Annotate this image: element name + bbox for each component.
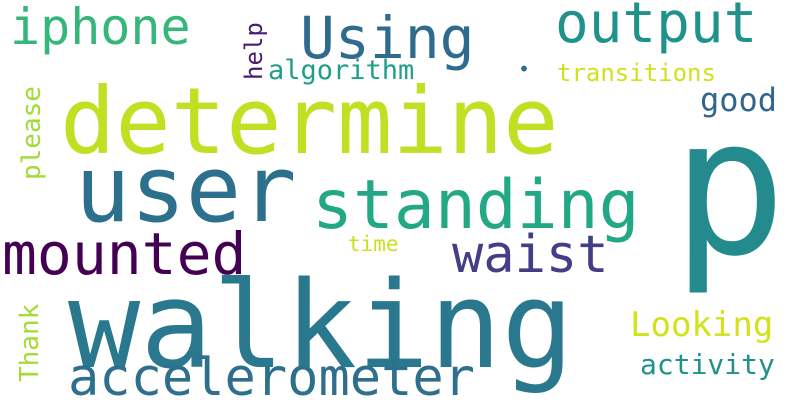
word-looking: Looking bbox=[630, 305, 773, 345]
word-accelerometer: accelerometer bbox=[68, 348, 475, 400]
word-algorithm: algorithm bbox=[268, 55, 414, 86]
word-please: please bbox=[17, 86, 47, 180]
word-thank: Thank bbox=[15, 303, 45, 382]
word-waist: waist bbox=[452, 225, 609, 285]
word-standing: standing bbox=[312, 166, 640, 245]
word-walking: walking bbox=[68, 257, 574, 396]
word-help: help bbox=[240, 22, 268, 80]
word-user: user bbox=[75, 136, 297, 243]
word-iphone: iphone bbox=[10, 0, 191, 56]
word-output: output bbox=[555, 0, 757, 56]
decorative-dot: • bbox=[518, 57, 530, 81]
word-p: p bbox=[672, 77, 786, 298]
word-determine: determine bbox=[60, 68, 559, 175]
word-good: good bbox=[700, 81, 777, 119]
word-time: time bbox=[348, 232, 399, 256]
word-transitions: transitions bbox=[557, 59, 716, 87]
word-using: Using bbox=[300, 4, 475, 72]
word-mounted: mounted bbox=[2, 220, 246, 288]
word-activity: activity bbox=[640, 348, 775, 381]
